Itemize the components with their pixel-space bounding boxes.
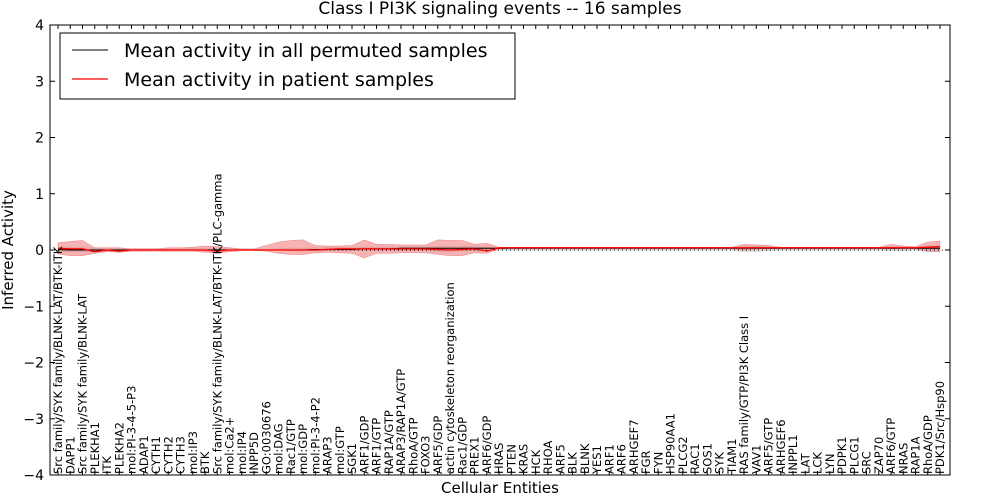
y-axis-label: Inferred Activity — [0, 190, 17, 310]
x-category-label: RhoA/GDP — [921, 415, 935, 474]
x-category-label: BLK — [566, 452, 580, 474]
x-category-label: ARF6/GDP — [480, 416, 494, 474]
x-category-label: ARHGEF6 — [774, 419, 788, 474]
legend-patient-label: Mean activity in patient samples — [124, 69, 434, 91]
x-category-label: ARAP3 — [321, 436, 335, 474]
x-category-label: SYK — [713, 452, 727, 474]
y-tick-label: −4 — [23, 468, 44, 484]
legend: Mean activity in all permuted samples Mea… — [59, 32, 516, 100]
x-category-label: mol:GTP — [333, 426, 347, 474]
x-category-label: Src family/SYK family/BLNK-LAT — [76, 293, 90, 474]
x-category-label: TIAM1 — [725, 438, 739, 475]
x-category-label: FOXO3 — [419, 436, 433, 474]
x-category-label: LYN — [823, 453, 837, 474]
x-category-label: PLEKHA1 — [88, 422, 102, 474]
patient-series-line — [57, 245, 941, 253]
x-category-label: CYTH1 — [149, 436, 163, 474]
x-category-label: SOS1 — [700, 443, 714, 474]
y-tick-label: 4 — [35, 18, 44, 34]
x-category-label: ARF1/GDP — [357, 416, 371, 474]
x-category-label: Src family/SYK family/BLNK-LAT/BTK-ITK — [51, 246, 65, 474]
x-category-label: INPP5D — [247, 432, 261, 474]
x-category-label: VAV1 — [749, 445, 763, 474]
x-category-label: mol:PI-3-4-P2 — [308, 397, 322, 474]
x-category-label: ITK — [100, 456, 114, 474]
x-category-label: INPPL1 — [786, 434, 800, 474]
y-tick-label: 0 — [35, 243, 44, 259]
x-category-label: RAP1A — [909, 436, 923, 474]
x-category-label: mol:DAG — [272, 423, 286, 474]
x-category-label: RAC1 — [688, 443, 702, 474]
x-category-label: Src family/SYK family/BLNK-LAT/BTK-ITK/P… — [210, 174, 224, 475]
x-category-label: mol:GDP — [296, 424, 310, 474]
x-category-label: HCK — [529, 449, 543, 474]
y-tick-label: 2 — [35, 131, 44, 147]
x-category-label: ARF6 — [615, 444, 629, 474]
x-axis-label: Cellular Entities — [441, 479, 559, 497]
x-category-label: PDK1/Src/Hsp90 — [933, 381, 947, 474]
legend-box — [59, 32, 516, 100]
x-category-label: BLNK — [578, 443, 592, 474]
x-category-label: DAPP1 — [63, 436, 77, 474]
x-category-label: ARAP3/RAP1A/GTP — [394, 369, 408, 474]
x-category-label: NRAS — [896, 443, 910, 474]
x-category-label: PTEN — [504, 444, 518, 474]
y-tick-label: 3 — [35, 74, 44, 90]
x-category-label: mol:IP4 — [235, 431, 249, 474]
y-tick-label: −1 — [23, 299, 44, 315]
x-category-label: PDPK1 — [835, 436, 849, 474]
x-category-label: ARF5 — [553, 444, 567, 474]
y-tick-label: 1 — [35, 187, 44, 203]
x-category-label: SRC — [860, 451, 874, 474]
x-category-label: RAS family/GTP/PI3K Class I — [737, 316, 751, 474]
x-category-label: ARF5/GDP — [431, 416, 445, 474]
patient-band — [57, 239, 941, 259]
legend-permuted-label: Mean activity in all permuted samples — [124, 40, 487, 62]
x-category-label: PLCG1 — [847, 436, 861, 474]
y-tick-label: −3 — [23, 412, 44, 428]
y-tick-label: −2 — [23, 356, 44, 372]
x-category-label: SGK1 — [345, 443, 359, 474]
x-category-label: FGR — [639, 450, 653, 474]
x-category-label: BTK — [198, 451, 212, 474]
x-category-label: PLCG2 — [676, 436, 690, 474]
x-category-label: PLEKHA2 — [112, 422, 126, 474]
x-category-label: RAP1A/GTP — [382, 410, 396, 474]
chart-title: Class I PI3K signaling events -- 16 samp… — [318, 0, 681, 19]
x-category-label: actin cytoskeleton reorganization — [443, 282, 457, 474]
x-category-label: LCK — [811, 452, 825, 474]
x-category-label: mol:IP3 — [186, 431, 200, 474]
plot-area: −4 −3 −2 −1 0 1 2 3 4 Src family/SYK family/BLNK-… — [23, 18, 951, 484]
x-category-label: ARF1/GTP — [370, 418, 384, 474]
x-category-label: Rac1/GDP — [455, 417, 469, 474]
x-category-label: ARF1 — [602, 444, 616, 474]
x-category-label: ARHGEF7 — [627, 419, 641, 474]
x-category-label: mol:Ca2+ — [223, 417, 237, 474]
x-category-label: GO:0030676 — [259, 401, 273, 474]
x-category-label: CYTH2 — [161, 436, 175, 474]
x-category-label: YES1 — [590, 445, 604, 475]
x-category-label: HRAS — [492, 443, 506, 474]
x-category-label: ARF5/GTP — [762, 418, 776, 474]
x-category-label: FYN — [651, 452, 665, 474]
x-category-label: ZAP70 — [872, 437, 886, 474]
x-category-label: KRAS — [517, 444, 531, 474]
x-category-label: HSP90AA1 — [664, 413, 678, 474]
x-category-label: ARF6/GTP — [884, 418, 898, 474]
x-category-label: RHOA — [541, 441, 555, 474]
x-category-label: RhoA/GTP — [406, 417, 420, 474]
x-category-label: ADAP1 — [137, 435, 151, 474]
x-category-label: Rac1/GTP — [284, 419, 298, 474]
x-category-label: mol:PI-3-4-5-P3 — [125, 386, 139, 474]
x-category-label: CYTH3 — [174, 436, 188, 474]
x-category-label: LAT — [798, 452, 812, 474]
x-category-label: PREX1 — [468, 437, 482, 474]
